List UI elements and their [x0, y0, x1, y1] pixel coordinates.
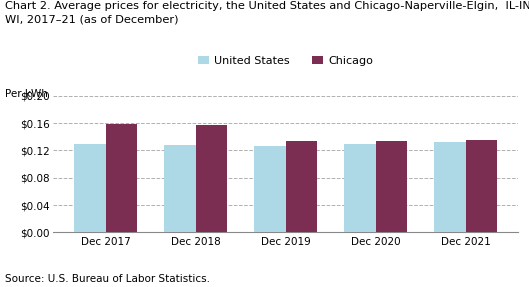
Bar [74, 144, 106, 232]
Text: Chart 2. Average prices for electricity, the United States and Chicago-Napervill: Chart 2. Average prices for electricity,… [5, 1, 529, 25]
Bar [376, 141, 407, 232]
Bar [434, 142, 466, 232]
Bar [286, 141, 317, 232]
Bar [196, 125, 227, 232]
Bar [254, 146, 286, 232]
Bar [164, 145, 196, 232]
Bar [466, 139, 497, 232]
Bar [344, 144, 376, 232]
Text: Per kWh: Per kWh [5, 89, 48, 99]
Text: Source: U.S. Bureau of Labor Statistics.: Source: U.S. Bureau of Labor Statistics. [5, 274, 211, 284]
Bar [106, 124, 137, 232]
Legend: United States, Chicago: United States, Chicago [193, 51, 378, 71]
